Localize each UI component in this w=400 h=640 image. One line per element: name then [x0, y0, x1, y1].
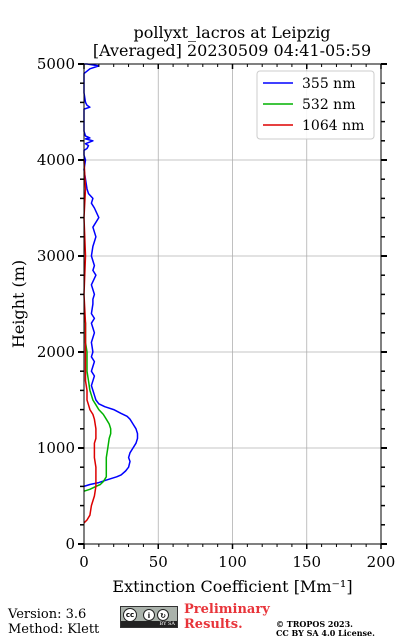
- y-tick-label: 4000: [37, 151, 75, 169]
- by-icon: i: [143, 609, 155, 621]
- x-tick-label: 0: [79, 553, 89, 571]
- copyright-line1: © TROPOS 2023.: [276, 619, 353, 629]
- x-tick-label: 200: [367, 553, 396, 571]
- license-badge-text: BY SA: [121, 621, 177, 627]
- method-text: Method: Klett: [8, 622, 100, 637]
- copyright-line2: CC BY SA 4.0 License.: [276, 628, 375, 638]
- y-tick-label: 3000: [37, 247, 75, 265]
- legend: 355 nm 532 nm 1064 nm: [256, 70, 375, 140]
- preliminary-notice: Preliminary Results.: [184, 602, 270, 632]
- y-tick-label: 2000: [37, 343, 75, 361]
- y-tick-label: 1000: [37, 439, 75, 457]
- chart-title-line2: [Averaged] 20230509 04:41-05:59: [92, 41, 372, 60]
- extinction-profile-chart: 0 50 100 150 200010002000300040005000Extinct…: [9, 55, 396, 596]
- cc-license-logo: cc i ↻ BY SA: [120, 606, 178, 628]
- y-tick-label: 0: [65, 535, 75, 553]
- x-axis-label: Extinction Coefficient [Mm⁻¹]: [112, 577, 352, 596]
- x-tick-label: 150: [292, 553, 321, 571]
- version-text: Version: 3.6: [8, 607, 87, 622]
- y-axis-label: Height (m): [9, 260, 28, 348]
- preliminary-line2: Results.: [184, 617, 243, 632]
- legend-label: 1064 nm: [302, 118, 364, 134]
- cc-icon: cc: [123, 608, 137, 622]
- x-tick-label: 100: [218, 553, 247, 571]
- copyright-notice: © TROPOS 2023. CC BY SA 4.0 License.: [276, 620, 375, 638]
- sa-icon: ↻: [157, 609, 169, 621]
- legend-box: [256, 70, 375, 140]
- preliminary-line1: Preliminary: [184, 602, 270, 617]
- chart-title-line1: pollyxt_lacros at Leipzig: [133, 23, 331, 42]
- x-tick-label: 50: [149, 553, 168, 571]
- y-tick-label: 5000: [37, 55, 75, 73]
- legend-label: 355 nm: [302, 76, 355, 92]
- series-line-1064-nm: [83, 159, 97, 524]
- legend-label: 532 nm: [302, 97, 355, 113]
- series-line-355-nm: [83, 63, 139, 488]
- series-line-532-nm: [83, 313, 112, 492]
